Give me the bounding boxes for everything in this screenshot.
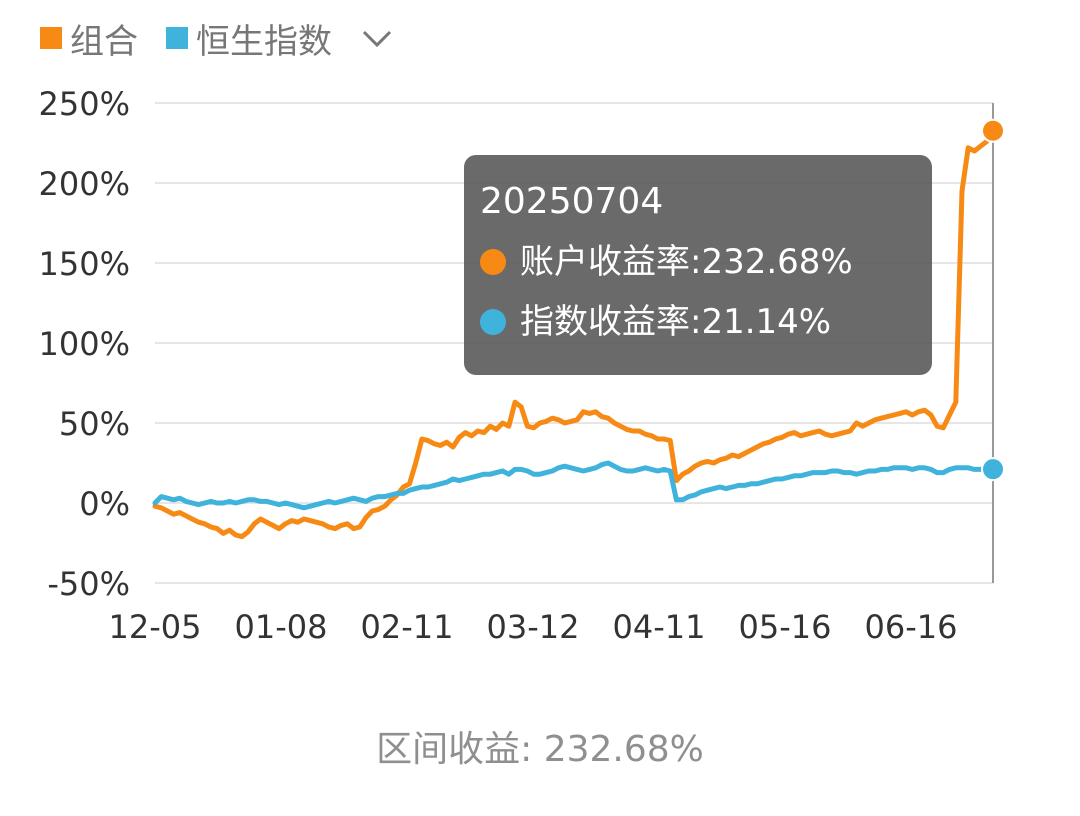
legend-label-portfolio: 组合 xyxy=(70,21,138,62)
x-tick-label: 05-16 xyxy=(739,608,832,646)
tooltip-dot-portfolio xyxy=(480,249,506,275)
x-tick-label: 04-11 xyxy=(613,608,706,646)
chart-tooltip: 20250704 账户收益率:232.68% 指数收益率:21.14% xyxy=(464,155,932,375)
chart-legend: 组合 恒生指数 xyxy=(40,14,394,62)
tooltip-row-index: 指数收益率:21.14% xyxy=(480,301,916,343)
y-tick-label: 200% xyxy=(39,165,130,203)
y-tick-label: 50% xyxy=(59,405,130,443)
x-tick-label: 03-12 xyxy=(487,608,580,646)
tooltip-row-portfolio: 账户收益率:232.68% xyxy=(480,241,916,283)
legend-swatch-hang-seng xyxy=(166,27,188,49)
tooltip-portfolio-return: 账户收益率:232.68% xyxy=(520,242,853,282)
tooltip-date: 20250704 xyxy=(480,181,664,222)
endpoint-marker-portfolio xyxy=(981,118,1005,143)
x-tick-label: 06-16 xyxy=(865,608,958,646)
series-line-hang-seng xyxy=(152,460,996,511)
legend-item-portfolio[interactable]: 组合 xyxy=(40,14,138,63)
y-tick-label: 250% xyxy=(39,85,130,123)
interval-return-summary: 区间收益: 232.68% xyxy=(376,729,704,770)
tooltip-dot-index xyxy=(480,309,506,335)
x-tick-label: 02-11 xyxy=(361,608,454,646)
series-line-portfolio xyxy=(152,128,996,540)
tooltip-index-return: 指数收益率:21.14% xyxy=(520,302,832,342)
y-tick-label: 100% xyxy=(39,325,130,363)
chevron-down-icon[interactable] xyxy=(360,26,394,50)
endpoint-marker-hang-seng xyxy=(981,457,1005,482)
y-tick-label: 0% xyxy=(79,485,130,523)
legend-item-hang-seng[interactable]: 恒生指数 xyxy=(166,14,332,63)
x-tick-label: 12-05 xyxy=(109,608,202,646)
x-tick-label: 01-08 xyxy=(235,608,328,646)
legend-label-hang-seng: 恒生指数 xyxy=(196,21,332,62)
y-tick-label: -50% xyxy=(47,565,130,603)
y-tick-label: 150% xyxy=(39,245,130,283)
legend-swatch-portfolio xyxy=(40,27,62,49)
